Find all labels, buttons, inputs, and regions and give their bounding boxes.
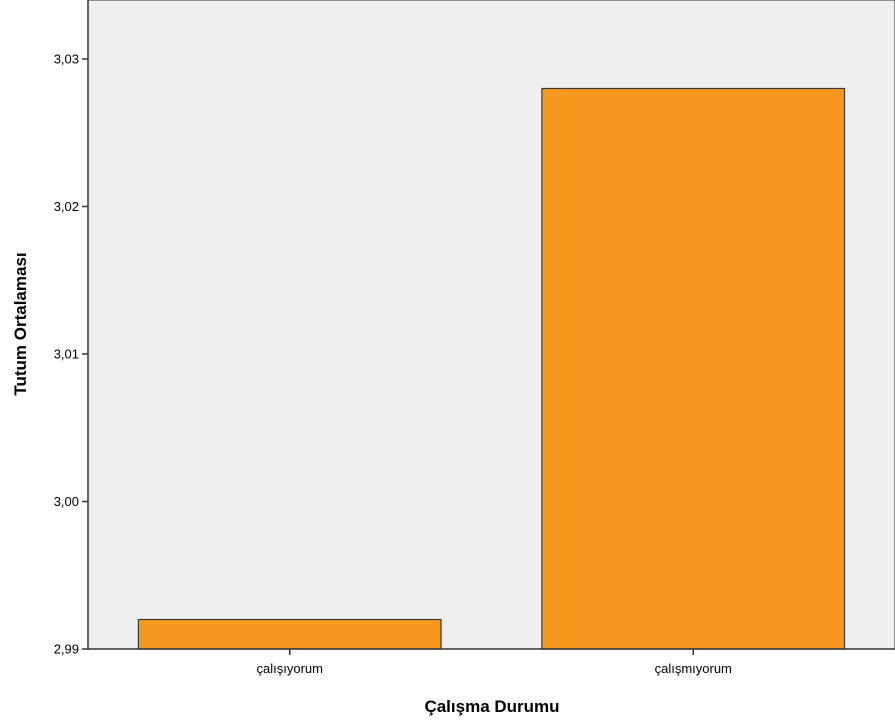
- y-tick-label: 3,00: [54, 494, 79, 509]
- x-axis: çalışıyorum çalışmıyorum: [88, 648, 895, 676]
- bars-group: [137, 87, 846, 650]
- x-tick-label: çalışmıyorum: [655, 661, 732, 676]
- y-tick-label: 3,02: [54, 199, 79, 214]
- bar-1: [137, 618, 442, 650]
- y-tick-label: 3,03: [54, 52, 79, 67]
- x-tick-label: çalışıyorum: [257, 661, 323, 676]
- y-axis-title: Tutum Ortalaması: [11, 252, 30, 395]
- bar-2: [541, 87, 846, 650]
- x-axis-title: Çalışma Durumu: [424, 697, 559, 716]
- y-axis: 2,99 3,00 3,01 3,02 3,03: [54, 0, 89, 657]
- y-tick-label: 2,99: [54, 642, 79, 657]
- y-tick-label: 3,01: [54, 347, 79, 362]
